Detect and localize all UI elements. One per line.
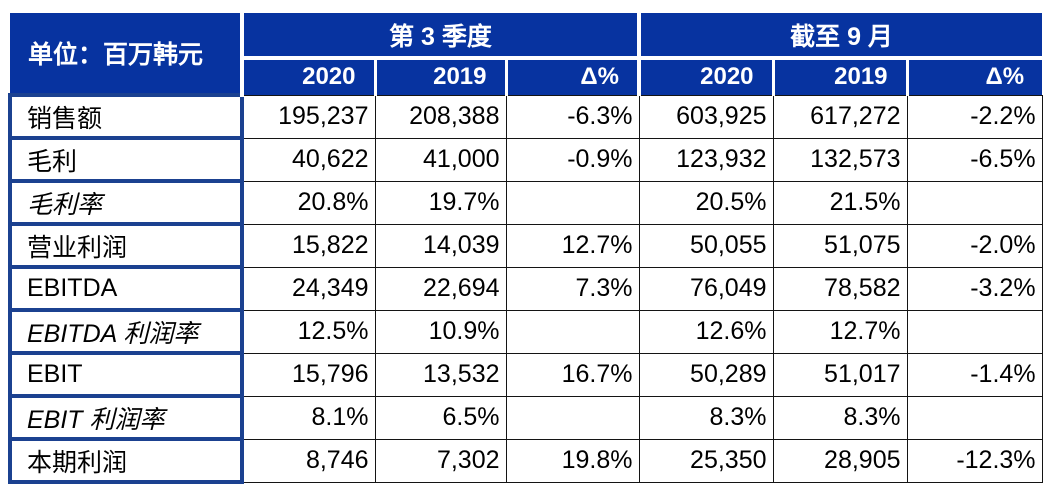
cell-value [906, 180, 1043, 225]
cell-value: 78,582 [772, 266, 908, 311]
cell-value: 6.5% [374, 395, 507, 440]
cell-value: 40,622 [241, 137, 376, 182]
cell-value: -6.3% [505, 94, 640, 139]
column-group-q3: 第 3 季度 [242, 13, 642, 60]
table-header: 单位：百万韩元 第 3 季度 截至 9 月 2020 2019 Δ% 2020 … [10, 13, 1043, 95]
cell-value: 12.5% [241, 309, 376, 354]
cell-value: -2.0% [906, 223, 1043, 268]
cell-value: 21.5% [772, 180, 908, 225]
row-label: 本期利润 [8, 437, 244, 484]
header-group-row: 单位：百万韩元 第 3 季度 截至 9 月 [10, 13, 1043, 95]
ytd-2019-column-header: 2019 [773, 58, 909, 95]
cell-value: 28,905 [772, 438, 908, 483]
cell-value: 132,573 [772, 137, 908, 182]
cell-value: 50,055 [638, 223, 774, 268]
cell-value: 8.3% [772, 395, 908, 440]
cell-value: 7,302 [374, 438, 507, 483]
cell-value: 12.7% [505, 223, 640, 268]
table-row: 营业利润 15,822 14,039 12.7% 50,055 51,075 -2.0% [8, 222, 1043, 269]
row-label: 毛利 [8, 136, 244, 183]
cell-value: 20.5% [638, 180, 774, 225]
cell-value: 8.1% [241, 395, 376, 440]
q3-2020-column-header: 2020 [242, 58, 377, 95]
table-row: 毛利 40,622 41,000 -0.9% 123,932 132,573 -6.5% [8, 136, 1043, 183]
table-row: EBIT 15,796 13,532 16.7% 50,289 51,017 -1.4% [8, 351, 1043, 398]
ytd-delta-percent-column-header: Δ% [907, 58, 1043, 95]
cell-value: 10.9% [374, 309, 507, 354]
cell-value: 50,289 [638, 352, 774, 397]
header-subcolumn-row: 2020 2019 Δ% 2020 2019 Δ% [10, 58, 1043, 95]
cell-value: 195,237 [241, 94, 376, 139]
cell-value: -0.9% [505, 137, 640, 182]
cell-value [505, 180, 640, 225]
row-label: 销售额 [8, 93, 244, 140]
cell-value: 51,017 [772, 352, 908, 397]
cell-value: -3.2% [906, 266, 1043, 311]
cell-value: 12.6% [638, 309, 774, 354]
cell-value [906, 395, 1043, 440]
row-label: EBITDA 利润率 [8, 308, 244, 355]
cell-value: 15,796 [241, 352, 376, 397]
cell-value [906, 309, 1043, 354]
cell-value: 41,000 [374, 137, 507, 182]
row-label: EBIT 利润率 [8, 394, 244, 441]
cell-value: 8,746 [241, 438, 376, 483]
table-row: 毛利率 20.8% 19.7% 20.5% 21.5% [8, 179, 1043, 226]
cell-value: -12.3% [906, 438, 1043, 483]
ytd-2020-column-header: 2020 [639, 58, 775, 95]
cell-value [505, 309, 640, 354]
cell-value: 76,049 [638, 266, 774, 311]
cell-value: 123,932 [638, 137, 774, 182]
table-row: 销售额 195,237 208,388 -6.3% 603,925 617,272 -2.2… [8, 93, 1043, 140]
row-label: EBIT [8, 351, 244, 398]
cell-value: -2.2% [906, 94, 1043, 139]
table-row: 本期利润 8,746 7,302 19.8% 25,350 28,905 -12.3% [8, 437, 1043, 484]
cell-value: 24,349 [241, 266, 376, 311]
cell-value: -1.4% [906, 352, 1043, 397]
column-group-ytd-september: 截至 9 月 [639, 13, 1043, 60]
cell-value: 13,532 [374, 352, 507, 397]
table-row: EBIT 利润率 8.1% 6.5% 8.3% 8.3% [8, 394, 1043, 441]
row-label: 毛利率 [8, 179, 244, 226]
cell-value: 14,039 [374, 223, 507, 268]
cell-value: 22,694 [374, 266, 507, 311]
row-label: EBITDA [8, 265, 244, 312]
row-label: 营业利润 [8, 222, 244, 269]
unit-label: 单位：百万韩元 [10, 13, 244, 95]
cell-value: 15,822 [241, 223, 376, 268]
cell-value: 51,075 [772, 223, 908, 268]
financial-results-table-container: 单位：百万韩元 第 3 季度 截至 9 月 2020 2019 Δ% 2020 … [8, 13, 1043, 484]
q3-2019-column-header: 2019 [375, 58, 508, 95]
cell-value: 8.3% [638, 395, 774, 440]
cell-value: 12.7% [772, 309, 908, 354]
table-row: EBITDA 利润率 12.5% 10.9% 12.6% 12.7% [8, 308, 1043, 355]
table-row: EBITDA 24,349 22,694 7.3% 76,049 78,582 -3.2% [8, 265, 1043, 312]
cell-value: 25,350 [638, 438, 774, 483]
cell-value: 603,925 [638, 94, 774, 139]
cell-value: 19.7% [374, 180, 507, 225]
cell-value: -6.5% [906, 137, 1043, 182]
cell-value [505, 395, 640, 440]
cell-value: 7.3% [505, 266, 640, 311]
q3-delta-percent-column-header: Δ% [506, 58, 642, 95]
cell-value: 617,272 [772, 94, 908, 139]
cell-value: 16.7% [505, 352, 640, 397]
cell-value: 20.8% [241, 180, 376, 225]
cell-value: 208,388 [374, 94, 507, 139]
cell-value: 19.8% [505, 438, 640, 483]
table-body: 销售额 195,237 208,388 -6.3% 603,925 617,272 -2.2… [8, 93, 1043, 484]
financial-results-table: 单位：百万韩元 第 3 季度 截至 9 月 2020 2019 Δ% 2020 … [8, 13, 1043, 484]
